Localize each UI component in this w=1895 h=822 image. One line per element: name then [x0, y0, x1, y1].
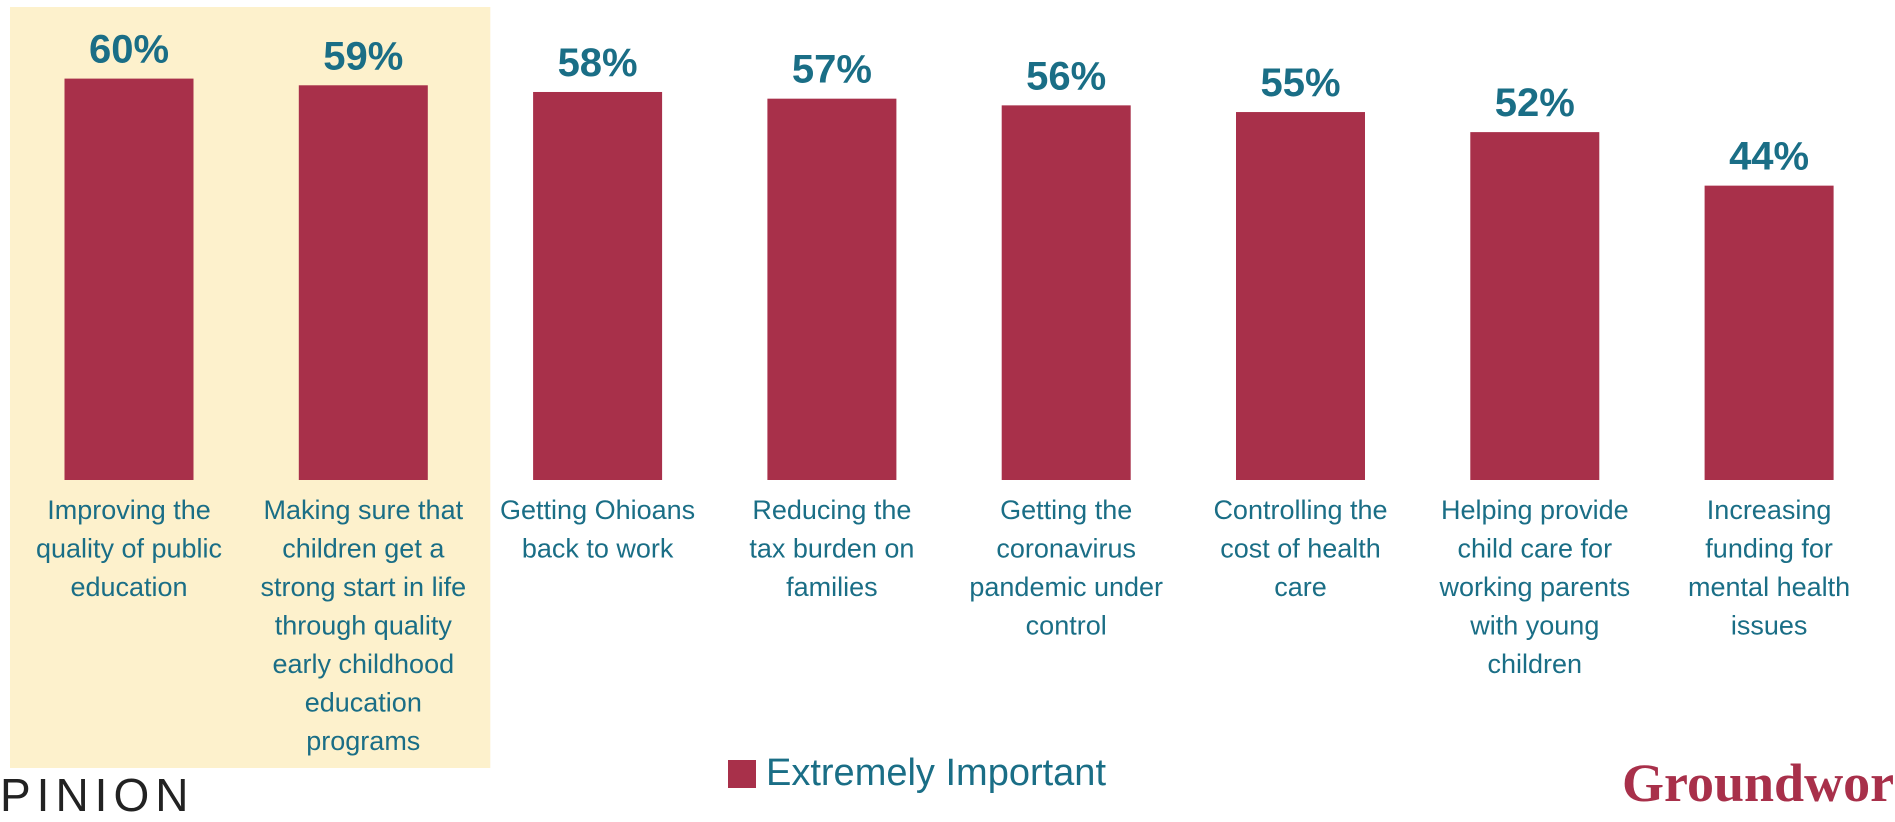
value-label-5: 56%: [1026, 54, 1106, 98]
category-label-2: Making sure that children get a strong sta…: [261, 495, 467, 756]
groundwork-logo: Groundwork: [1622, 753, 1895, 813]
value-label-7: 52%: [1495, 81, 1575, 125]
bar-2: [298, 85, 428, 480]
category-label-7: Helping provide child care for working par…: [1438, 495, 1630, 679]
value-label-1: 60%: [89, 28, 169, 72]
bar-4: [767, 98, 897, 481]
chart-legend: Extremely Important: [728, 752, 1106, 795]
bar-3: [533, 91, 663, 480]
category-label-3: Getting Ohioans back to work: [500, 495, 695, 564]
bar-5: [1001, 105, 1131, 481]
value-label-6: 55%: [1260, 61, 1340, 105]
value-label-2: 59%: [323, 34, 403, 78]
legend-label: Extremely Important: [766, 752, 1106, 794]
category-label-1: Improving the quality of public education: [36, 495, 222, 602]
category-label-5: Getting the coronavirus pandemic under cont…: [969, 495, 1163, 641]
bar-1: [64, 78, 194, 480]
value-label-3: 58%: [558, 41, 638, 85]
legend-swatch: [728, 759, 756, 788]
bar-7: [1470, 132, 1600, 480]
category-label-4: Reducing the tax burden on families: [749, 495, 914, 602]
bar-6: [1236, 112, 1365, 481]
value-label-4: 57%: [792, 48, 872, 92]
category-label-8: Increasing funding for mental health issues: [1688, 495, 1850, 641]
bar-chart: 60% Improving the quality of public educati…: [10, 7, 1850, 768]
footer-logo-text: PINION: [0, 769, 195, 821]
category-label-6: Controlling the cost of health care: [1213, 495, 1387, 602]
value-label-8: 44%: [1729, 135, 1809, 179]
bar-8: [1704, 185, 1834, 480]
